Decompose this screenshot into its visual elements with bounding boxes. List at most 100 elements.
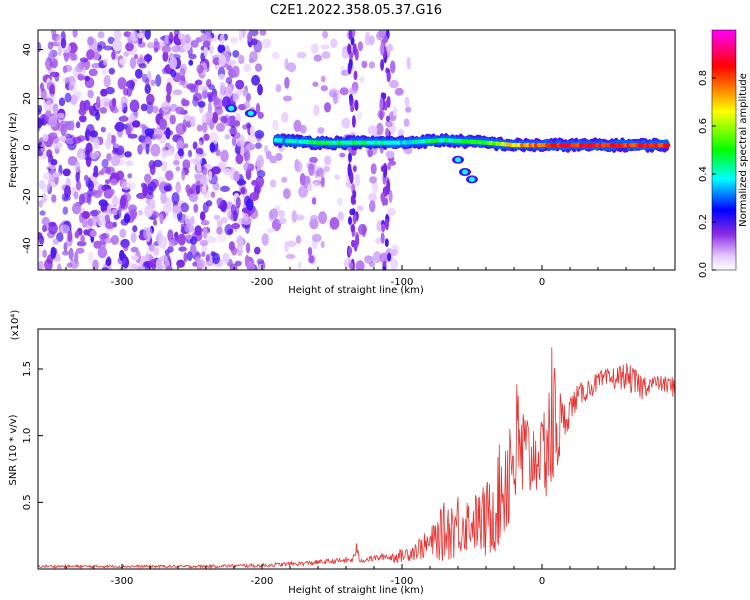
spectrogram-noise-blob	[144, 128, 155, 136]
spectrogram-noise-blob	[203, 190, 212, 199]
spectrogram-noise-blob	[50, 159, 58, 166]
spectrogram-noise-blob	[145, 250, 150, 261]
spectrogram-noise-blob	[208, 84, 215, 91]
spectrogram-noise-blob	[390, 258, 398, 270]
spectrogram-noise-blob	[233, 120, 241, 127]
spectrogram-noise-blob	[216, 226, 223, 235]
spectrogram-noise-blob	[169, 114, 176, 125]
spectrogram-noise-blob	[127, 173, 133, 179]
spectrogram-noise-blob	[123, 242, 129, 252]
spectrogram-noise-blob	[101, 267, 109, 270]
spectrogram-noise-blob	[201, 122, 208, 134]
spectrogram-noise-blob	[205, 200, 213, 207]
spectrogram-noise-blob	[61, 193, 69, 202]
spectrogram-noise-blob	[322, 30, 329, 39]
spectrogram-noise-blob	[150, 143, 161, 157]
spectrogram-noise-blob	[269, 179, 277, 188]
spectrogram-noise-blob	[159, 118, 168, 130]
spectrogram-noise-blob	[74, 230, 80, 239]
spectrogram-noise-blob	[224, 224, 234, 236]
spectrogram-noise-blob	[110, 154, 121, 167]
spectrogram-noise-blob	[308, 163, 315, 176]
spectrogram-noise-blob	[42, 224, 47, 233]
spectrogram-noise-blob	[216, 197, 224, 207]
spectrogram-noise-blob	[83, 99, 91, 111]
spectrogram-streak-blob	[350, 105, 355, 113]
spectrogram-noise-blob	[183, 252, 188, 263]
spectrogram-noise-blob	[323, 165, 331, 173]
x-tick-label: -300	[111, 576, 134, 587]
spectrogram-noise-blob	[163, 129, 174, 136]
spectrogram-noise-blob	[87, 180, 94, 192]
spectrogram-noise-blob	[246, 260, 255, 270]
spectrogram-noise-blob	[40, 88, 47, 101]
spectrogram-noise-blob	[316, 167, 325, 178]
spectrogram-noise-blob	[313, 104, 320, 116]
spectrogram-streak-blob	[348, 57, 353, 70]
spectrogram-noise-blob	[138, 209, 143, 216]
spectrogram-noise-blob	[307, 183, 313, 192]
spectrogram-noise-blob	[192, 96, 199, 107]
spectrogram-noise-blob	[134, 68, 143, 79]
spectrogram-noise-blob	[339, 152, 346, 158]
spectrogram-noise-blob	[218, 73, 225, 81]
spectrogram-noise-blob	[361, 224, 367, 237]
spectrogram-signal-track	[225, 104, 671, 184]
spectrogram-noise-blob	[253, 246, 261, 255]
spectrogram-noise-blob	[61, 250, 70, 256]
spectrogram-noise-blob	[97, 31, 105, 39]
spectrogram-noise-blob	[310, 43, 319, 54]
spectrogram-noise-blob	[200, 220, 210, 226]
spectrogram-noise-blob	[369, 176, 377, 184]
spectrogram-noise-blob	[70, 119, 75, 132]
spectrogram-streak-blob	[348, 93, 353, 101]
spectrogram-noise-blob	[152, 211, 160, 218]
y-tick-label: 0.5	[22, 494, 33, 510]
spectrogram-noise-blob	[132, 120, 141, 128]
spectrogram-noise-blob	[199, 239, 209, 247]
spectrogram-noise-blob	[172, 159, 180, 166]
spectrogram-noise-blob	[63, 242, 68, 252]
spectrogram-noise-blob	[92, 171, 99, 178]
spectrogram-noise-blob	[209, 142, 216, 153]
snr-y-ticks: 0.5 1.0 1.5	[22, 361, 43, 510]
spectrogram-noise-blob	[66, 262, 73, 268]
spectrogram-noise-blob	[190, 40, 199, 48]
spectrogram-noise-blob	[188, 59, 194, 66]
spectrogram-noise-blob	[339, 87, 349, 96]
spectrogram-noise-blob	[229, 37, 238, 44]
spectrogram-noise-blob	[365, 31, 370, 42]
spectrogram-noise-blob	[196, 64, 204, 74]
spectrogram-noise-blob	[194, 225, 202, 236]
spectrogram-noise-blob	[109, 99, 116, 112]
spectrogram-streak-blob	[351, 115, 356, 128]
spectrogram-noise-blob	[284, 58, 289, 70]
spectrogram-noise-blob	[41, 196, 48, 202]
spectrogram-noise-blob	[228, 127, 238, 135]
spectrogram-noise-blob	[138, 135, 146, 143]
spectrogram-noise-blob	[392, 105, 398, 117]
spectrogram-noise-blob	[336, 197, 343, 206]
spectrogram-noise-blob	[152, 247, 160, 256]
signal-branch-core	[455, 157, 461, 163]
spectrogram-noise-blob	[90, 130, 98, 138]
signal-isolated-core	[228, 105, 235, 111]
spectrogram-y-label: Frequency (Hz)	[8, 112, 19, 188]
spectrogram-noise-blob	[368, 192, 377, 203]
spectrogram-noise-blob	[45, 57, 53, 71]
spectrogram-noise-blob	[257, 111, 264, 119]
spectrogram-noise-blob	[243, 162, 251, 172]
spectrogram-noise-blob	[190, 236, 198, 245]
spectrogram-noise-blob	[371, 181, 379, 194]
colorbar: 0.0 0.2 0.4 0.6 0.8 Normalized spectral ampl…	[698, 29, 749, 278]
spectrogram-noise-blob	[370, 163, 377, 175]
spectrogram-noise-blob	[104, 221, 115, 230]
spectrogram-noise-blob	[197, 101, 206, 108]
spectrogram-noise-blob	[138, 63, 147, 69]
spectrogram-noise-blob	[202, 226, 208, 239]
spectrogram-noise-blob	[79, 212, 84, 224]
spectrogram-x-label: Height of straight line (km)	[288, 285, 424, 296]
spectrogram-noise-blob	[171, 45, 181, 53]
spectrogram-streak-blob	[386, 179, 391, 194]
